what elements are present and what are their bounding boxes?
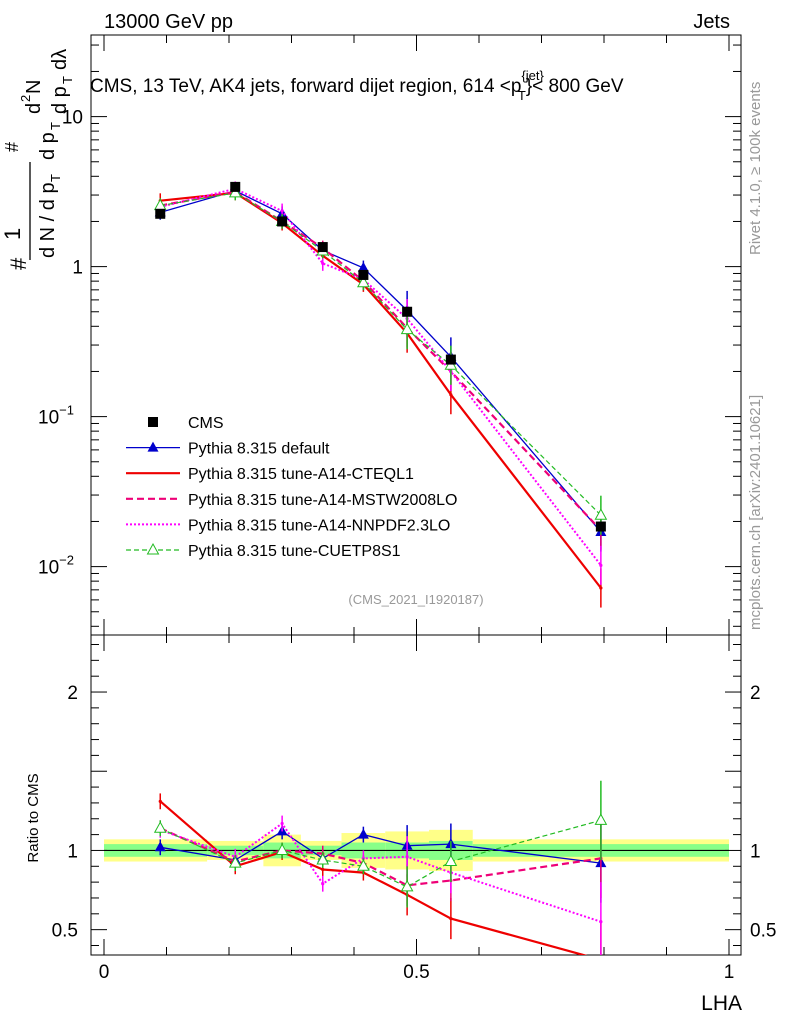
x-axis-label: LHA [701,992,742,1015]
marker-cuetp8s1 [594,508,607,520]
ratio-y-tick-label: 1 [67,841,78,862]
x-tick-label: 0.5 [403,962,429,983]
energy-label: 13000 GeV pp [104,11,233,33]
svg-text:N: N [23,80,45,94]
svg-text:dλ: dλ [49,49,71,70]
y-tick-label: 10−1 [38,403,74,429]
legend-marker-cuetp8s1 [147,543,159,555]
ratio-line-a14nnpdf [159,822,602,923]
y-tick-label: 1 [72,258,83,279]
ratio-marker-a14cteq [599,958,602,961]
legend-label-cuetp8s1: Pythia 8.315 tune-CUETP8S1 [188,543,401,560]
ratio-marker-a14nnpdf [405,855,409,859]
ratio-axis-ticks: 0.5 0.5 1 1 2 2 [52,644,776,946]
svg-text:#: # [6,257,31,270]
svg-text:d p: d p [49,86,71,114]
marker-a14nnpdf [321,261,325,266]
svg-text:2: 2 [18,95,33,102]
ratio-y-tick-label-right: 1 [750,841,761,862]
ratio-series-group [154,780,607,961]
series-line-a14nnpdf [160,187,602,566]
legend-label-a14cteq: Pythia 8.315 tune-A14-CTEQL1 [188,466,414,483]
cms-data-point [230,181,241,192]
marker-a14cteq [449,393,453,397]
marker-a14cteq [599,586,603,590]
cms-data-point [317,242,328,253]
legend: CMS Pythia 8.315 default Pythia 8.315 tune… [126,415,457,560]
legend-swatch-cms [148,417,158,427]
x-tick-label: 1 [724,962,735,983]
svg-text:T: T [60,76,75,84]
ratio-marker-a14nnpdf [599,920,603,924]
svg-text:#: # [2,142,22,152]
ratio-line-default [160,830,601,864]
legend-label-cms: CMS [188,415,224,432]
legend-label-a14mstw: Pythia 8.315 tune-A14-MSTW2008LO [188,492,457,509]
category-label: Jets [693,11,730,33]
ratio-marker-a14cteq [449,916,453,921]
ratio-marker-cuetp8s1 [154,821,167,833]
ratio-line-cuetp8s1 [160,819,602,888]
ratio-line-a14mstw [159,827,602,887]
y-tick-label: 10−2 [38,553,74,579]
cms-data-point [358,269,369,280]
cms-data-point [445,354,456,365]
ratio-y-axis-label: Ratio to CMS [25,773,42,862]
y-tick-label: 10 [62,108,83,129]
ratio-y-tick-label: 0.5 [52,921,78,942]
ratio-y-tick-label-right: 0.5 [750,921,776,942]
rivet-label: Rivet 4.1.0, ≥ 100k events [747,82,764,255]
ratio-y-tick-label: 2 [67,683,78,704]
legend-marker-default [147,441,159,452]
ratio-y-tick-label-right: 2 [750,683,761,704]
legend-label-a14nnpdf: Pythia 8.315 tune-A14-NNPDF2.3LO [188,517,450,534]
series-line-default [160,190,602,533]
main-series-group [154,181,607,608]
cms-data-point [277,216,288,227]
ratio-uncertainty-bands [104,829,729,872]
ratio-marker-a14nnpdf [321,882,325,886]
svg-text:d: d [23,103,45,114]
marker-a14nnpdf [599,563,603,567]
ratio-marker-a14cteq [158,799,162,803]
analysis-watermark: (CMS_2021_I1920187) [348,592,483,607]
mcplots-label: mcplots.cern.ch [arXiv:2401.10621] [747,395,764,630]
marker-a14nnpdf [280,209,284,213]
svg-text:d N / d p: d N / d p [37,182,59,258]
ratio-plot-frame [90,634,742,956]
ratio-marker-cuetp8s1 [594,813,607,825]
series-line-a14cteq [160,191,602,589]
ratio-line-a14cteq [159,800,588,955]
cms-data-point [155,208,166,219]
legend-label-default: Pythia 8.315 default [188,441,330,458]
cms-data-point [402,306,413,317]
svg-text:1: 1 [0,228,25,240]
svg-text:d p: d p [37,132,59,160]
y-axis-label: # 1 d N / d p T # d p T d 2 N d p T dλ [0,49,75,270]
x-tick-label: 0 [99,962,110,983]
svg-text:T: T [48,174,63,182]
main-axis-ticks: 0 0.5 1 10 1 10−1 10−2 [38,35,741,983]
svg-text:T: T [48,122,63,130]
ratio-marker-a14cteq [321,867,325,872]
chart-title: CMS, 13 TeV, AK4 jets, forward dijet reg… [90,68,624,103]
cms-data-point [595,521,606,532]
ratio-marker-a14nnpdf [280,821,284,826]
